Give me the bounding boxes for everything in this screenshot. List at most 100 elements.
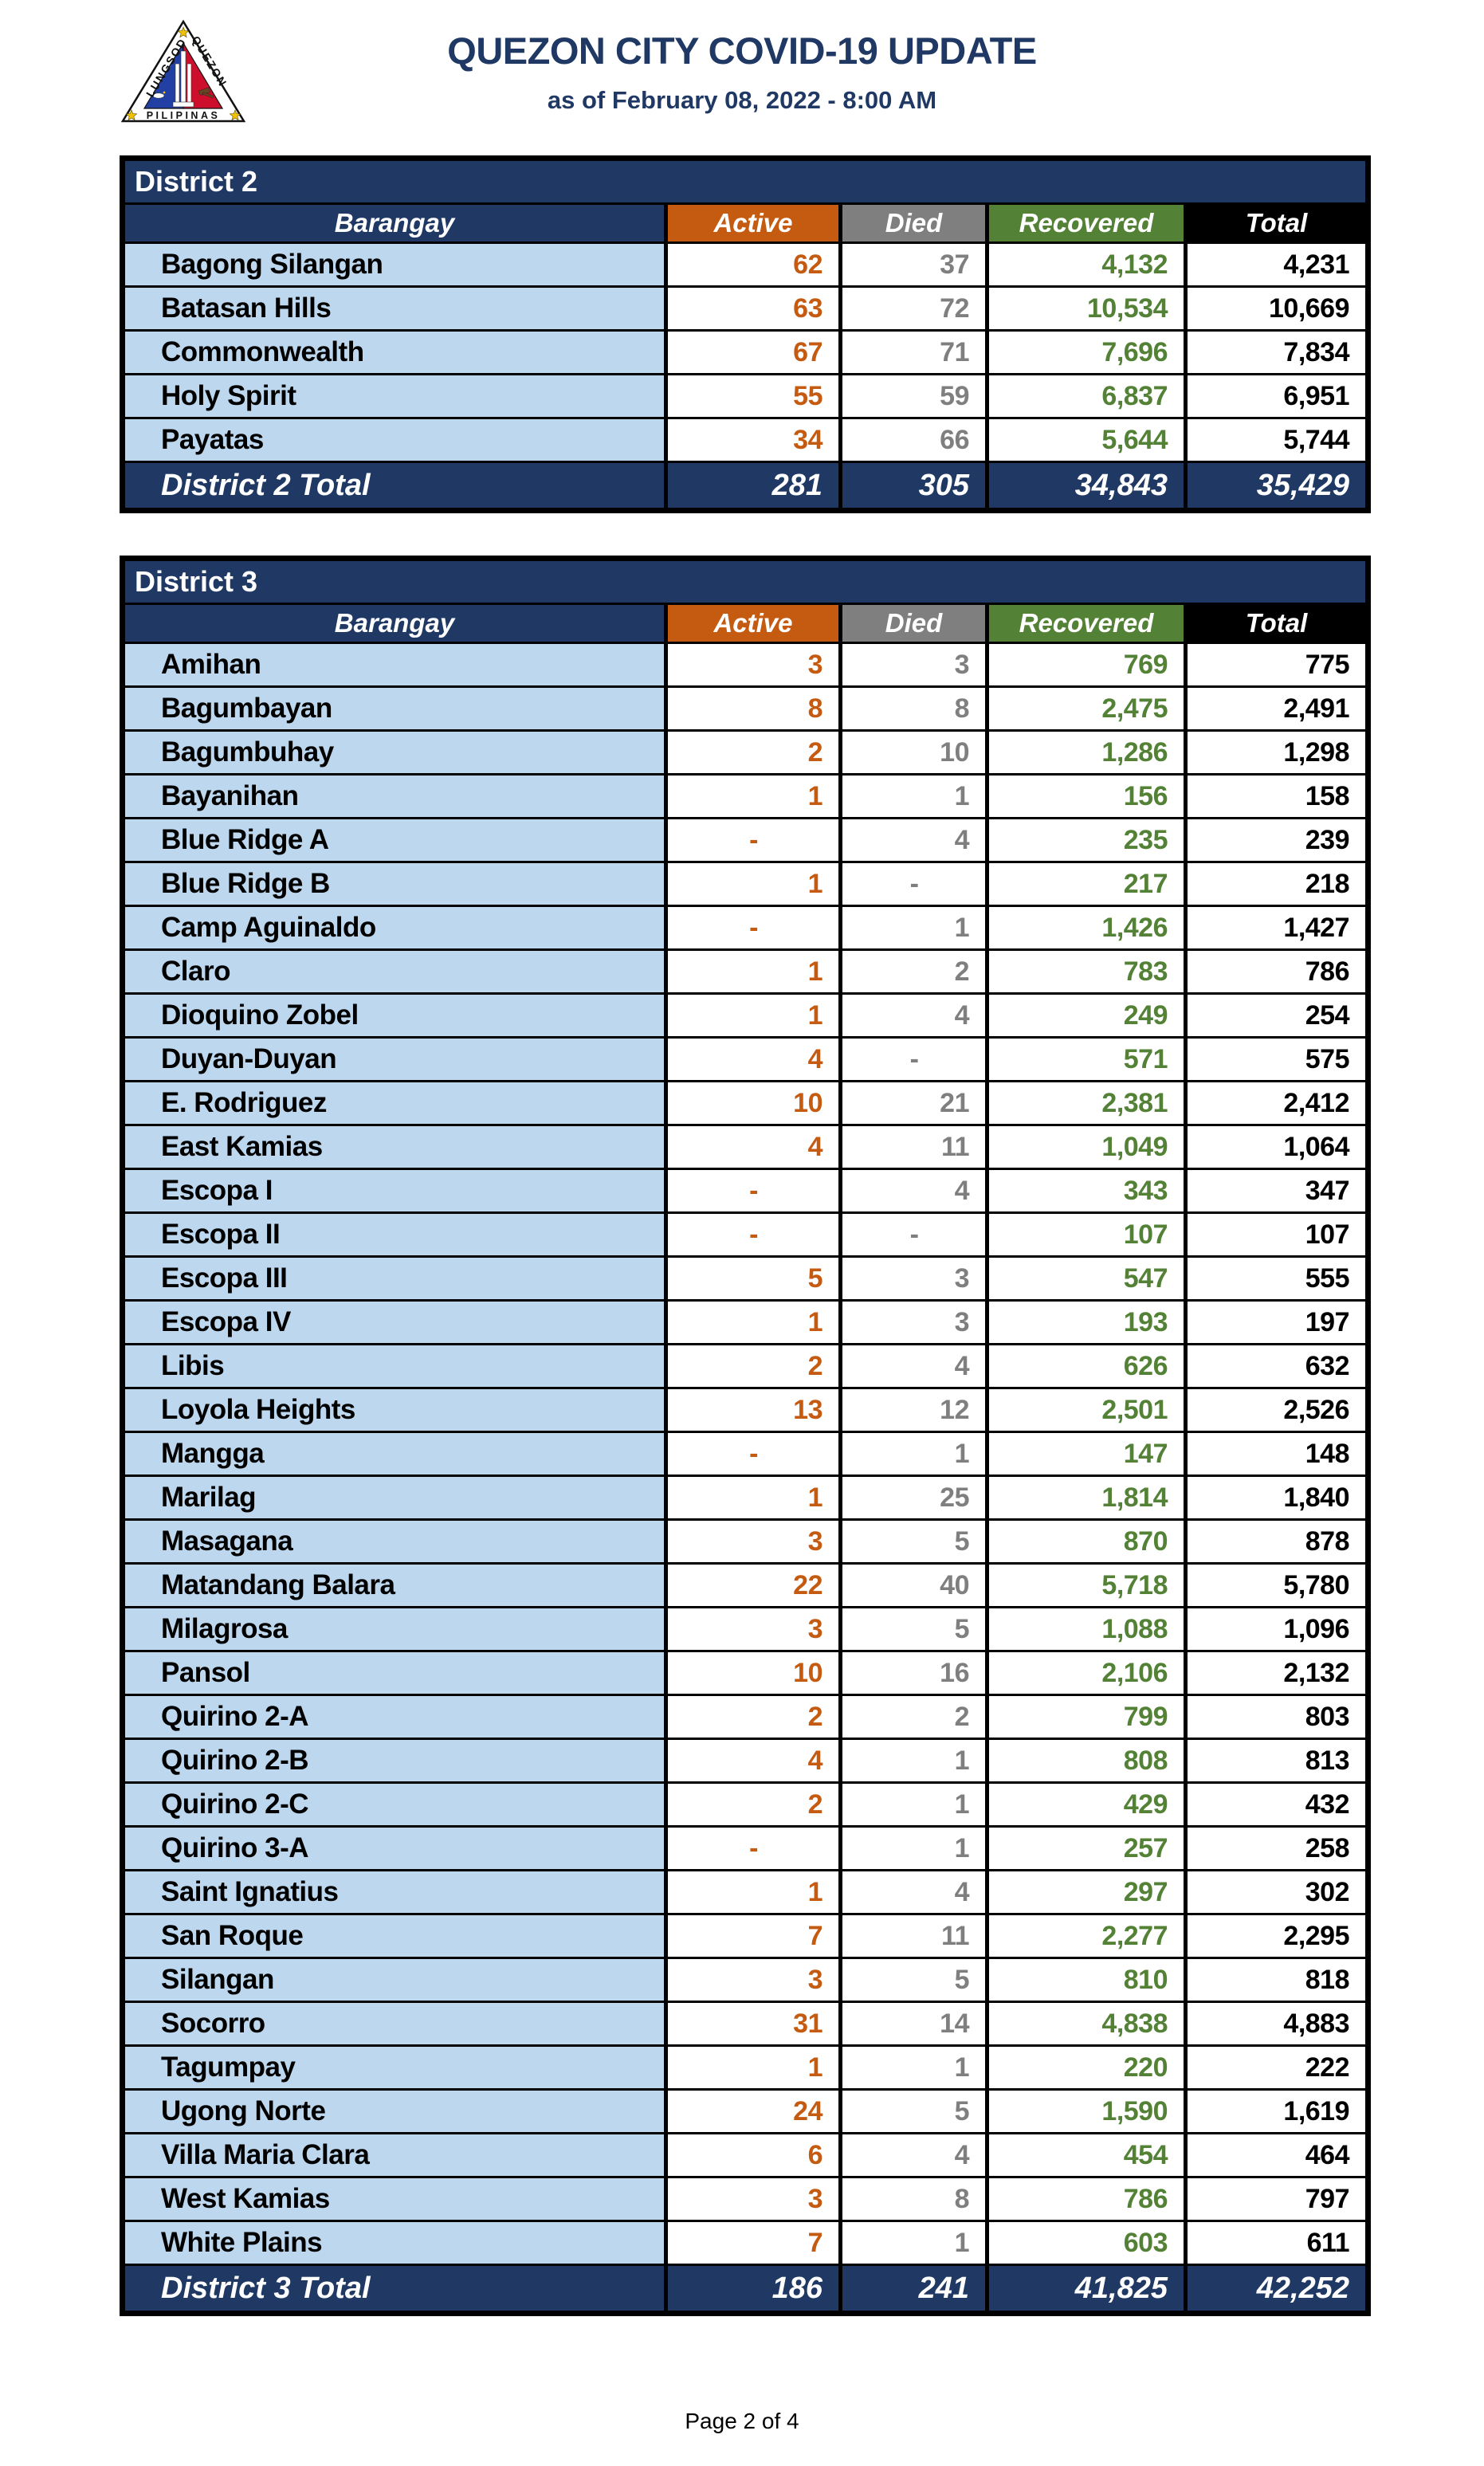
active-value-cell: 22 (664, 1562, 842, 1608)
died-value-cell: 71 (838, 329, 989, 375)
recovered-value-cell: 454 (985, 2132, 1188, 2178)
column-header-total: Total (1184, 202, 1370, 244)
active-value-cell: 2 (664, 729, 842, 776)
table-row: Duyan-Duyan 4-571 575 (120, 1036, 1370, 1082)
table-row: Quirino 2-B 4 1 808 813 (120, 1738, 1370, 1784)
district-total-recovered: 34,843 (985, 461, 1188, 512)
barangay-name-cell: Escopa II (120, 1211, 668, 1258)
recovered-value-cell: 147 (985, 1431, 1188, 1477)
active-value-cell: 3 (664, 1518, 842, 1565)
active-value-cell: 3 (664, 1957, 842, 2003)
total-value-cell: 254 (1184, 992, 1370, 1039)
recovered-value-cell: 107 (985, 1211, 1188, 1258)
barangay-name-cell: Libis (120, 1343, 668, 1389)
active-value-cell: 7 (664, 2220, 842, 2266)
died-value-cell: 59 (838, 373, 989, 419)
total-value-cell: 2,132 (1184, 1650, 1370, 1696)
table-row: Saint Ignatius 1 4 297 302 (120, 1869, 1370, 1915)
active-value-cell: 24 (664, 2088, 842, 2134)
active-value-cell: 1 (664, 948, 842, 995)
table-row: Amihan 3 3 769 775 (120, 642, 1370, 688)
table-row: West Kamias 3 8 786 797 (120, 2176, 1370, 2222)
total-value-cell: 6,951 (1184, 373, 1370, 419)
total-value-cell: 611 (1184, 2220, 1370, 2266)
barangay-name-cell: White Plains (120, 2220, 668, 2266)
died-value-cell: 5 (838, 1957, 989, 2003)
table-row: San Roque 7 11 2,277 2,295 (120, 1913, 1370, 1959)
recovered-value-cell: 5,644 (985, 417, 1188, 463)
total-value-cell: 632 (1184, 1343, 1370, 1389)
active-value-cell: 6 (664, 2132, 842, 2178)
total-value-cell: 347 (1184, 1168, 1370, 1214)
active-value-cell: 2 (664, 1343, 842, 1389)
died-value-cell: 4 (838, 992, 989, 1039)
total-value-cell: 197 (1184, 1299, 1370, 1345)
barangay-name-cell: Bagumbayan (120, 685, 668, 732)
column-header-active: Active (664, 202, 842, 244)
recovered-value-cell: 870 (985, 1518, 1188, 1565)
active-value-cell: 31 (664, 2001, 842, 2047)
total-value-cell: 575 (1184, 1036, 1370, 1082)
active-value-cell: 63 (664, 285, 842, 332)
recovered-value-cell: 156 (985, 773, 1188, 819)
died-value-cell: 1 (838, 905, 989, 951)
died-value-cell: 4 (838, 817, 989, 863)
table-row: White Plains 7 1 603 611 (120, 2220, 1370, 2266)
active-value-cell: - (664, 1825, 842, 1871)
district-total-label: District 3 Total (120, 2264, 668, 2315)
barangay-name-cell: Villa Maria Clara (120, 2132, 668, 2178)
active-value-cell: 1 (664, 773, 842, 819)
died-value-cell: 5 (838, 2088, 989, 2134)
table-row: Villa Maria Clara 6 4 454 464 (120, 2132, 1370, 2178)
barangay-name-cell: Quirino 2-A (120, 1694, 668, 1740)
died-value-cell: 40 (838, 1562, 989, 1608)
active-value-cell: 67 (664, 329, 842, 375)
active-value-cell: 4 (664, 1738, 842, 1784)
table-row: Libis 2 4 626 632 (120, 1343, 1370, 1389)
table-row: Escopa I -4 343 347 (120, 1168, 1370, 1214)
district-title: District 2 (120, 157, 1370, 205)
died-value-cell: 25 (838, 1474, 989, 1521)
active-value-cell: 1 (664, 861, 842, 907)
recovered-value-cell: 4,838 (985, 2001, 1188, 2047)
lamp-icon (150, 91, 166, 99)
total-value-cell: 107 (1184, 1211, 1370, 1258)
total-value-cell: 818 (1184, 1957, 1370, 2003)
active-value-cell: - (664, 1431, 842, 1477)
died-value-cell: 1 (838, 1825, 989, 1871)
barangay-name-cell: Milagrosa (120, 1606, 668, 1652)
district-title: District 3 (120, 557, 1370, 605)
total-value-cell: 464 (1184, 2132, 1370, 2178)
active-value-cell: 1 (664, 1869, 842, 1915)
recovered-value-cell: 571 (985, 1036, 1188, 1082)
died-value-cell: - (838, 1036, 989, 1082)
barangay-name-cell: E. Rodriguez (120, 1080, 668, 1126)
table-row: Bagumbayan 8 8 2,475 2,491 (120, 685, 1370, 732)
active-value-cell: 3 (664, 2176, 842, 2222)
table-row: Dioquino Zobel 1 4 249 254 (120, 992, 1370, 1039)
district-2-table: District 2 Barangay Active Died Recovered Tot… (120, 155, 1371, 513)
total-value-cell: 258 (1184, 1825, 1370, 1871)
total-value-cell: 1,427 (1184, 905, 1370, 951)
table-row: Escopa III 5 3 547 555 (120, 1255, 1370, 1302)
barangay-name-cell: Masagana (120, 1518, 668, 1565)
monument-icon (172, 50, 194, 108)
recovered-value-cell: 257 (985, 1825, 1188, 1871)
active-value-cell: 1 (664, 1299, 842, 1345)
table-row: Escopa II - -107 107 (120, 1211, 1370, 1258)
column-header-died: Died (838, 202, 989, 244)
barangay-name-cell: Duyan-Duyan (120, 1036, 668, 1082)
recovered-value-cell: 603 (985, 2220, 1188, 2266)
total-value-cell: 5,780 (1184, 1562, 1370, 1608)
district-total-active: 186 (664, 2264, 842, 2315)
died-value-cell: 3 (838, 1255, 989, 1302)
district-total-recovered: 41,825 (985, 2264, 1188, 2315)
died-value-cell: 1 (838, 2044, 989, 2091)
recovered-value-cell: 235 (985, 817, 1188, 863)
died-value-cell: 5 (838, 1518, 989, 1565)
barangay-name-cell: Holy Spirit (120, 373, 668, 419)
table-row: Batasan Hills 63 72 10,534 10,669 (120, 285, 1370, 332)
died-value-cell: 1 (838, 1781, 989, 1828)
district-3-table: District 3 Barangay Active Died Recovered Tot… (120, 556, 1371, 2316)
barangay-name-cell: Claro (120, 948, 668, 995)
